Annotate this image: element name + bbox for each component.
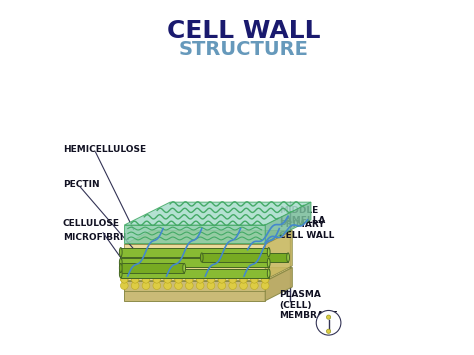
Circle shape [240, 275, 247, 283]
Ellipse shape [119, 263, 122, 273]
Text: PRIMARY
CELL WALL: PRIMARY CELL WALL [279, 220, 335, 240]
Circle shape [316, 311, 341, 335]
Circle shape [208, 276, 215, 283]
Polygon shape [121, 247, 269, 257]
Circle shape [327, 315, 331, 319]
Circle shape [327, 329, 331, 333]
Circle shape [131, 282, 139, 290]
Circle shape [229, 282, 237, 290]
Polygon shape [124, 231, 292, 245]
Ellipse shape [119, 247, 122, 257]
Polygon shape [121, 263, 184, 273]
Text: PLASMA
(CELL)
MEMBRANE: PLASMA (CELL) MEMBRANE [279, 290, 338, 320]
Circle shape [120, 275, 128, 283]
Circle shape [218, 282, 226, 290]
Circle shape [175, 276, 182, 283]
Ellipse shape [183, 263, 185, 273]
Circle shape [132, 276, 139, 283]
Circle shape [207, 275, 215, 283]
Circle shape [120, 282, 128, 290]
Text: MIDDLE
LAMELLA: MIDDLE LAMELLA [279, 206, 326, 225]
Ellipse shape [267, 247, 270, 257]
Circle shape [196, 282, 204, 290]
Circle shape [262, 276, 269, 283]
Polygon shape [121, 269, 269, 278]
Polygon shape [124, 245, 265, 280]
Circle shape [142, 282, 150, 290]
Circle shape [218, 275, 226, 283]
Ellipse shape [267, 258, 270, 267]
Circle shape [153, 275, 161, 283]
Polygon shape [124, 282, 265, 301]
Ellipse shape [267, 269, 270, 278]
Circle shape [153, 276, 160, 283]
Circle shape [240, 276, 247, 283]
Circle shape [143, 276, 149, 283]
Circle shape [174, 282, 182, 290]
Polygon shape [124, 268, 292, 282]
Circle shape [250, 282, 258, 290]
Ellipse shape [119, 258, 122, 267]
Circle shape [251, 276, 258, 283]
Circle shape [261, 282, 269, 290]
Circle shape [207, 282, 215, 290]
Ellipse shape [119, 269, 122, 278]
Circle shape [164, 275, 172, 283]
Polygon shape [265, 231, 292, 280]
Polygon shape [265, 268, 292, 301]
Circle shape [229, 276, 236, 283]
Circle shape [229, 275, 237, 283]
Circle shape [174, 275, 182, 283]
Circle shape [219, 276, 225, 283]
Polygon shape [265, 202, 311, 243]
Circle shape [121, 276, 128, 283]
Circle shape [261, 275, 269, 283]
Text: CELL WALL: CELL WALL [167, 19, 321, 43]
Text: CELLULOSE: CELLULOSE [63, 219, 119, 228]
Polygon shape [202, 253, 288, 262]
Circle shape [185, 275, 193, 283]
Circle shape [197, 276, 204, 283]
Circle shape [186, 276, 193, 283]
Polygon shape [121, 258, 269, 267]
Circle shape [153, 282, 161, 290]
Ellipse shape [287, 253, 290, 262]
Circle shape [142, 275, 150, 283]
Circle shape [185, 282, 193, 290]
Polygon shape [124, 202, 311, 225]
Circle shape [131, 275, 139, 283]
Text: HEMICELLULOSE: HEMICELLULOSE [63, 145, 146, 154]
Circle shape [164, 276, 171, 283]
Circle shape [250, 275, 258, 283]
Circle shape [196, 275, 204, 283]
Text: STRUCTURE: STRUCTURE [179, 40, 309, 59]
Polygon shape [124, 225, 265, 243]
Ellipse shape [201, 253, 203, 262]
Text: PECTIN: PECTIN [63, 180, 99, 189]
Circle shape [164, 282, 172, 290]
Circle shape [240, 282, 247, 290]
Text: MICROFIBRIL: MICROFIBRIL [63, 233, 128, 242]
